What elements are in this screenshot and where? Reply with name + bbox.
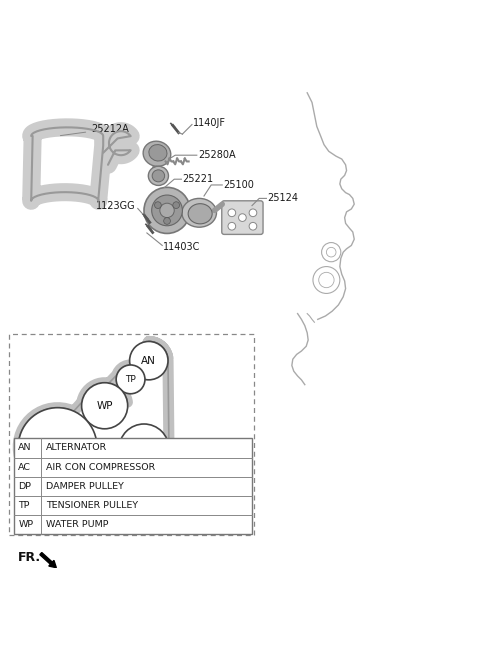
Text: AC: AC xyxy=(18,462,31,472)
Text: 25124: 25124 xyxy=(267,194,299,203)
Circle shape xyxy=(173,202,180,209)
Text: AC: AC xyxy=(137,444,151,454)
Circle shape xyxy=(18,407,97,486)
Circle shape xyxy=(82,382,128,429)
Circle shape xyxy=(119,424,169,474)
Text: DAMPER PULLEY: DAMPER PULLEY xyxy=(46,482,123,491)
Circle shape xyxy=(160,203,174,218)
Text: DP: DP xyxy=(49,441,66,453)
Circle shape xyxy=(144,188,190,234)
Text: WATER PUMP: WATER PUMP xyxy=(46,520,108,529)
Text: DP: DP xyxy=(18,482,31,491)
Text: 25280A: 25280A xyxy=(198,150,235,160)
Circle shape xyxy=(249,222,257,230)
Circle shape xyxy=(164,218,170,224)
Circle shape xyxy=(239,214,246,222)
Text: AN: AN xyxy=(18,443,32,453)
Text: 25100: 25100 xyxy=(223,180,254,190)
Ellipse shape xyxy=(148,166,168,186)
Text: TP: TP xyxy=(18,501,30,510)
Text: WP: WP xyxy=(18,520,34,529)
Text: TP: TP xyxy=(125,375,136,384)
Text: TENSIONER PULLEY: TENSIONER PULLEY xyxy=(46,501,138,510)
Ellipse shape xyxy=(149,144,167,161)
Circle shape xyxy=(152,195,182,226)
Text: FR.: FR. xyxy=(18,551,41,564)
Text: AIR CON COMPRESSOR: AIR CON COMPRESSOR xyxy=(46,462,155,472)
Circle shape xyxy=(249,209,257,216)
Text: WP: WP xyxy=(96,401,113,411)
Text: 1123GG: 1123GG xyxy=(96,201,135,211)
Text: 25212A: 25212A xyxy=(60,124,129,136)
Text: 25221: 25221 xyxy=(182,174,214,184)
Circle shape xyxy=(228,209,236,216)
Ellipse shape xyxy=(152,170,165,182)
Ellipse shape xyxy=(143,141,171,167)
Circle shape xyxy=(228,222,236,230)
Circle shape xyxy=(116,365,145,394)
Bar xyxy=(9,334,254,535)
Ellipse shape xyxy=(182,198,216,227)
Circle shape xyxy=(155,202,161,209)
Circle shape xyxy=(130,341,168,380)
Text: ALTERNATOR: ALTERNATOR xyxy=(46,443,107,453)
Text: AN: AN xyxy=(142,356,156,365)
Ellipse shape xyxy=(188,203,212,224)
Bar xyxy=(14,438,252,535)
FancyBboxPatch shape xyxy=(222,201,263,234)
FancyArrow shape xyxy=(40,552,56,567)
Text: 11403C: 11403C xyxy=(163,242,201,252)
Text: 1140JF: 1140JF xyxy=(193,117,226,127)
